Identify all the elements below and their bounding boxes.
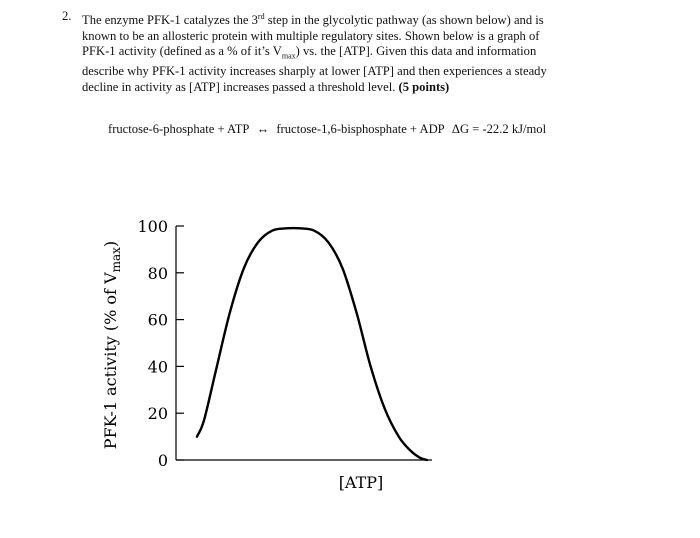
question-number: 2. xyxy=(62,9,72,23)
question-line-1: The enzyme PFK-1 catalyzes the 3rd step … xyxy=(82,12,544,28)
question-line-5: decline in activity as [ATP] increases p… xyxy=(82,80,450,95)
x-axis-label: [ATP] xyxy=(339,473,384,492)
y-tick-label: 40 xyxy=(148,357,168,376)
question-line-3: PFK-1 activity (defined as a % of it’s V… xyxy=(82,44,537,61)
reaction-arrow: ↔ xyxy=(256,122,270,136)
reaction-delta-g: ΔG = -22.2 kJ/mol xyxy=(451,122,547,136)
reaction-reactants: fructose-6-phosphate + ATP xyxy=(108,122,250,136)
y-axis-label: PFK-1 activity (% of Vmax) xyxy=(101,241,123,449)
y-tick-label: 100 xyxy=(137,217,168,236)
points-label: (5 points) xyxy=(398,80,450,95)
activity-curve xyxy=(195,226,429,462)
y-tick-label: 60 xyxy=(148,311,168,330)
y-tick-label: 0 xyxy=(158,451,168,470)
question-text: The enzyme PFK-1 catalyzes the 3rd step … xyxy=(82,9,622,96)
y-tick-label: 20 xyxy=(148,404,168,423)
question-line-2: known to be an allosteric protein with m… xyxy=(82,28,540,43)
y-tick-label: 80 xyxy=(148,264,168,283)
question-line-4: describe why PFK-1 activity increases sh… xyxy=(82,64,547,79)
reaction-equation: fructose-6-phosphate + ATP ↔ fructose-1,… xyxy=(108,122,550,137)
reaction-products: fructose-1,6-bisphosphate + ADP xyxy=(276,122,445,136)
question-block: 2. The enzyme PFK-1 catalyzes the 3rd st… xyxy=(62,9,622,96)
